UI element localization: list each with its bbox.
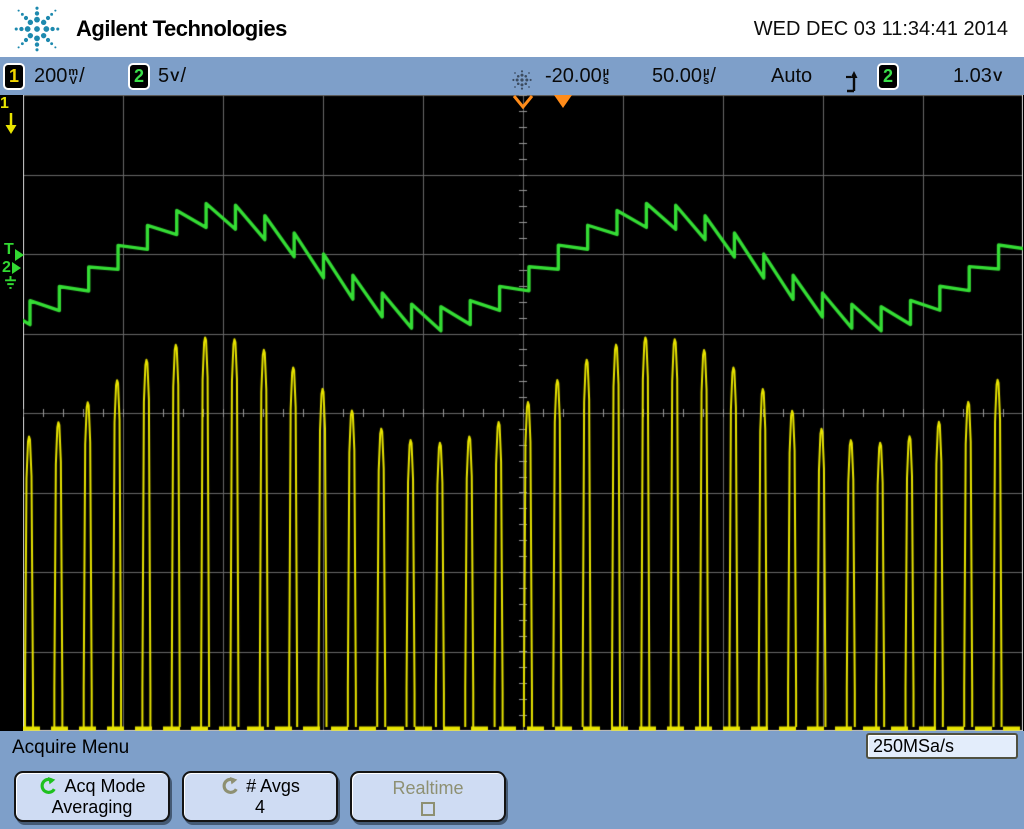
trigger-source-badge: 2 [877,57,899,95]
per-div-slash: / [180,64,187,87]
delay-value: -20.00 [545,64,602,87]
channel1-badge: 1 [3,57,25,95]
softkey-label: Realtime [392,777,464,798]
trigger-source-number: 2 [877,62,899,90]
trigger-level-value: 1.03 [953,64,992,87]
channel2-marker-number: 2 [2,259,11,276]
softkey-num-avgs-button[interactable]: # Avgs 4 [182,771,338,822]
spark-status-icon [512,70,532,90]
channel2-scale-readout: 5 V / [158,57,186,95]
channel2-ground-marker: 2 [2,260,24,293]
per-div-slash: / [79,64,85,87]
trigger-level-letter: T [4,241,14,258]
graticule-canvas [23,95,1023,731]
trigger-mode-readout: Auto [771,64,813,87]
status-bar: 1 200 m V/ 2 5 V / -20.00 µ s 50.00 µ s / Auto 2 … [0,57,1024,95]
delay-readout: -20.00 µ s [545,57,610,95]
header-bar: Agilent Technologies WED DEC 03 11:34:41… [0,0,1024,57]
rotate-knob-icon [222,776,238,794]
channel1-number: 1 [3,62,25,90]
channel1-scale-value: 200 [34,64,68,87]
channel1-marker-number: 1 [0,95,9,112]
trigger-level-readout: 1.03 V [953,57,1003,95]
channel1-offscreen-arrow-icon [5,113,17,134]
channel2-number: 2 [128,62,150,90]
channel2-scale-value: 5 [158,64,170,87]
volt-unit-glyph: V [170,68,180,84]
trigger-level-arrow-icon [14,249,24,261]
softkey-value: Averaging [51,796,133,817]
channel2-marker-arrow-icon [11,262,21,274]
channel1-scale-readout: 200 m V / [34,57,85,95]
agilent-logo-starburst-icon [14,6,60,52]
time-reference-marker-icon [512,95,534,109]
softkey-acq-mode-button[interactable]: Acq Mode Averaging [14,771,170,822]
edge-trigger-icon [846,71,858,93]
timebase-value: 50.00 [652,64,703,87]
volt-unit-glyph: V [992,68,1003,84]
waveform-display: T 2 1 [0,95,1024,731]
softkey-value: 4 [254,796,265,817]
trigger-level-marker: T [4,239,24,261]
softkey-realtime-button[interactable]: Realtime [350,771,506,822]
channel2-badge: 2 [128,57,150,95]
trigger-position-marker-icon [554,95,572,108]
per-div-slash: / [710,64,716,87]
sample-rate-readout: 250MSa/s [866,733,1018,759]
menu-title: Acquire Menu [12,737,130,758]
ground-symbol-icon [5,276,16,289]
softkey-menu-area: Acquire Menu 250MSa/s Acq Mode Averaging… [0,731,1024,829]
realtime-checkbox[interactable] [421,801,435,816]
datetime-readout: WED DEC 03 11:34:41 2014 [753,18,1008,40]
rotate-knob-icon [41,776,57,794]
softkey-label: Acq Mode [64,775,146,796]
softkey-label: # Avgs [246,775,300,796]
timebase-readout: 50.00 µ s / [652,57,716,95]
brand-text: Agilent Technologies [76,16,287,41]
channel1-ground-marker: 1 [0,95,1024,135]
